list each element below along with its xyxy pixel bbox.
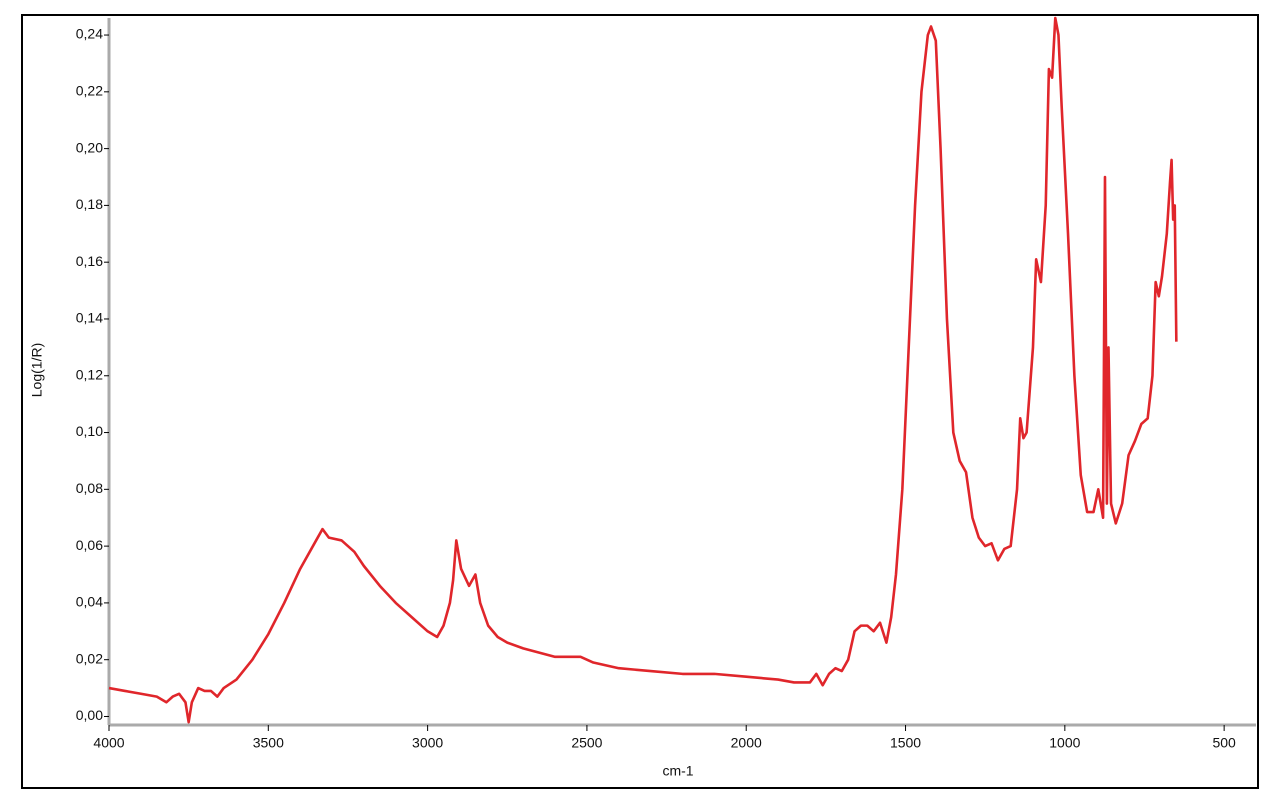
y-tick-label: 0,24 xyxy=(76,26,103,42)
y-tick-label: 0,14 xyxy=(76,310,103,326)
x-tick-label: 3500 xyxy=(253,735,284,751)
y-tick-label: 0,02 xyxy=(76,650,103,666)
y-tick-label: 0,12 xyxy=(76,366,103,382)
y-tick-label: 0,16 xyxy=(76,253,103,269)
y-tick-label: 0,22 xyxy=(76,83,103,99)
x-tick-label: 1500 xyxy=(890,735,921,751)
y-tick-label: 0,06 xyxy=(76,537,103,553)
y-tick-label: 0,04 xyxy=(76,594,103,610)
x-tick-label: 1000 xyxy=(1049,735,1080,751)
x-axis-label: cm-1 xyxy=(662,763,693,779)
x-tick-label: 4000 xyxy=(93,735,124,751)
x-tick-label: 2000 xyxy=(731,735,762,751)
frame xyxy=(21,14,1259,789)
x-tick-label: 500 xyxy=(1212,735,1236,751)
y-tick-label: 0,10 xyxy=(76,423,103,439)
y-tick-label: 0,00 xyxy=(76,707,103,723)
y-axis-label: Log(1/R) xyxy=(29,343,45,397)
x-tick-label: 3000 xyxy=(412,735,443,751)
y-tick-label: 0,08 xyxy=(76,480,103,496)
y-tick-label: 0,18 xyxy=(76,196,103,212)
x-tick-label: 2500 xyxy=(571,735,602,751)
y-tick-label: 0,20 xyxy=(76,139,103,155)
spectrum-line xyxy=(108,16,1178,724)
